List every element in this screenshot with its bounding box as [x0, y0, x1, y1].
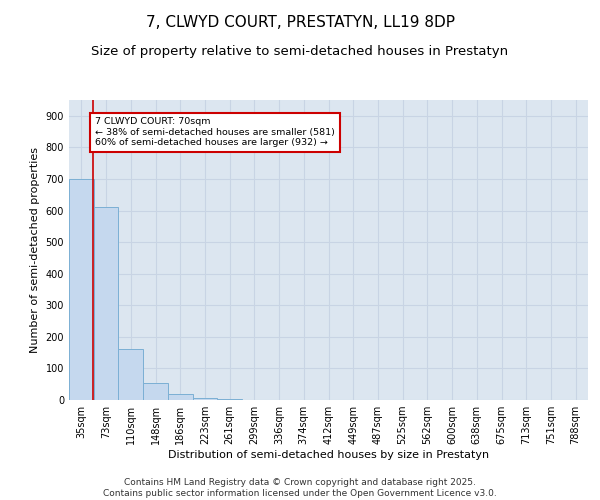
Text: 7 CLWYD COURT: 70sqm
← 38% of semi-detached houses are smaller (581)
60% of semi: 7 CLWYD COURT: 70sqm ← 38% of semi-detac… [95, 118, 335, 147]
X-axis label: Distribution of semi-detached houses by size in Prestatyn: Distribution of semi-detached houses by … [168, 450, 489, 460]
Bar [193, 398, 217, 400]
Text: Size of property relative to semi-detached houses in Prestatyn: Size of property relative to semi-detach… [91, 45, 509, 58]
Bar [94, 208, 118, 400]
Bar [69, 179, 94, 400]
Bar [143, 382, 168, 400]
Bar [118, 350, 143, 400]
Bar [168, 394, 193, 400]
Text: Contains HM Land Registry data © Crown copyright and database right 2025.
Contai: Contains HM Land Registry data © Crown c… [103, 478, 497, 498]
Text: 7, CLWYD COURT, PRESTATYN, LL19 8DP: 7, CLWYD COURT, PRESTATYN, LL19 8DP [146, 15, 455, 30]
Y-axis label: Number of semi-detached properties: Number of semi-detached properties [30, 147, 40, 353]
